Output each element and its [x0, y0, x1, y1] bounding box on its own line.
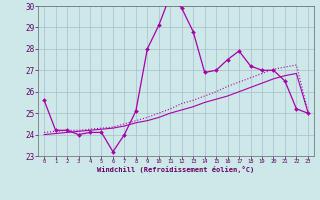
X-axis label: Windchill (Refroidissement éolien,°C): Windchill (Refroidissement éolien,°C)	[97, 166, 255, 173]
